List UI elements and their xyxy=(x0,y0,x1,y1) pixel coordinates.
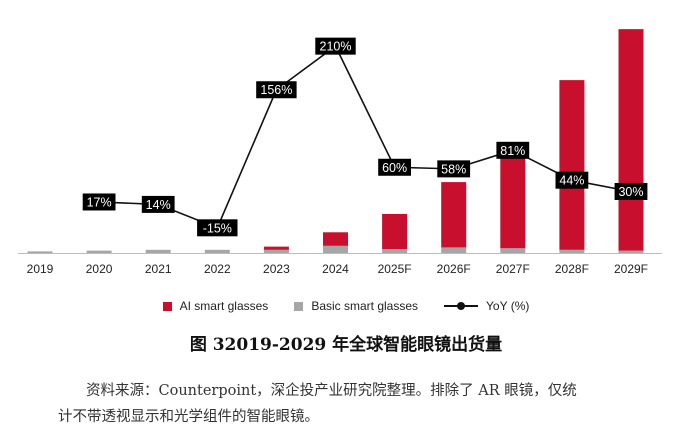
yoy-label-box-2028F xyxy=(555,171,589,189)
yoy-label-box-2029F xyxy=(614,182,648,200)
yoy-label-2025F: 60% xyxy=(382,161,407,175)
bar-ai-2029F xyxy=(618,29,644,251)
bar-ai-2024 xyxy=(323,232,348,246)
yoy-label-box-2020 xyxy=(82,193,116,211)
yoy-line xyxy=(99,44,632,229)
yoy-label-box-2021 xyxy=(141,195,175,213)
bar-basic-2029F xyxy=(618,250,644,253)
legend-item-ai: AI smart glasses xyxy=(162,299,269,313)
bar-basic-2028F xyxy=(559,249,585,253)
x-tick-2019: 2019 xyxy=(27,262,54,276)
bar-ai-2027F xyxy=(500,155,526,249)
bar-ai-2023 xyxy=(263,246,289,250)
legend-label-ai: AI smart glasses xyxy=(179,299,269,313)
yoy-line-layer: 17% 14% -15% 156% 210% 60% 58% 81% 44% 30% xyxy=(82,37,648,237)
yoy-label-box-2024 xyxy=(315,37,356,55)
x-tick-2028F: 2028F xyxy=(555,262,589,276)
bar-ai-2025F xyxy=(382,213,408,250)
bar-ai-2026F xyxy=(441,182,467,248)
x-tick-2025F: 2025F xyxy=(378,262,412,276)
legend-item-basic: Basic smart glasses xyxy=(294,299,418,313)
x-tick-2026F: 2026F xyxy=(437,262,471,276)
bar-basic-2020 xyxy=(86,250,112,253)
bars-layer xyxy=(27,29,644,253)
yoy-label-2020: 17% xyxy=(87,195,112,209)
yoy-label-box-2023 xyxy=(256,81,297,99)
x-tick-2021: 2021 xyxy=(145,262,172,276)
yoy-label-2029F: 30% xyxy=(618,185,643,199)
source-line-1: 资料来源：Counterpoint，深企投产业研究院整理。排除了 AR 眼镜，仅… xyxy=(86,383,577,399)
legend-swatch-yoy xyxy=(444,300,479,312)
x-tick-2024: 2024 xyxy=(322,262,349,276)
yoy-label-box-2022 xyxy=(197,219,238,237)
figure-caption: 图 32019-2029 年全球智能眼镜出货量 xyxy=(189,335,503,355)
legend-item-yoy: YoY (%) xyxy=(444,299,529,313)
bar-basic-2027F xyxy=(500,248,526,253)
bar-basic-2026F xyxy=(441,247,467,253)
source-line-2: 计不带透视显示和光学组件的智能眼镜。 xyxy=(58,409,319,425)
bar-basic-2023 xyxy=(263,249,289,253)
yoy-label-2026F: 58% xyxy=(441,162,466,176)
legend-label-yoy: YoY (%) xyxy=(486,299,530,313)
x-tick-2029F: 2029F xyxy=(614,262,648,276)
yoy-label-2028F: 44% xyxy=(559,174,584,188)
bar-basic-2019 xyxy=(27,251,53,253)
legend-swatch-basic xyxy=(294,301,304,311)
bar-ai-2028F xyxy=(559,80,585,250)
yoy-label-2027F: 81% xyxy=(500,144,525,158)
source-note: 资料来源：Counterpoint，深企投产业研究院整理。排除了 AR 眼镜，仅… xyxy=(58,378,668,430)
legend-swatch-ai xyxy=(162,301,172,311)
chart-canvas: 2019 2020 2021 2022 2023 2024 2025F 2026F 2027F 2… xyxy=(18,29,662,276)
legend-label-basic: Basic smart glasses xyxy=(311,299,419,313)
chart-legend: AI smart glasses Basic smart glasses YoY… xyxy=(0,296,692,316)
x-tick-2027F: 2027F xyxy=(496,262,530,276)
yoy-label-2021: 14% xyxy=(146,198,171,212)
yoy-label-2022: -15% xyxy=(203,221,232,235)
yoy-label-box-2027F xyxy=(496,141,530,159)
bar-basic-2021 xyxy=(145,249,171,253)
x-tick-2022: 2022 xyxy=(204,262,231,276)
bar-basic-2024 xyxy=(323,245,348,253)
x-tick-labels: 2019 2020 2021 2022 2023 2024 2025F 2026F 2027F 2… xyxy=(27,262,648,276)
bar-basic-2025F xyxy=(382,249,408,253)
yoy-label-2023: 156% xyxy=(260,83,292,97)
yoy-label-box-2026F xyxy=(437,160,471,178)
yoy-label-2024: 210% xyxy=(320,40,352,54)
bar-basic-2022 xyxy=(204,249,230,253)
yoy-label-box-2025F xyxy=(378,158,411,176)
x-tick-2020: 2020 xyxy=(86,262,113,276)
x-tick-2023: 2023 xyxy=(263,262,290,276)
